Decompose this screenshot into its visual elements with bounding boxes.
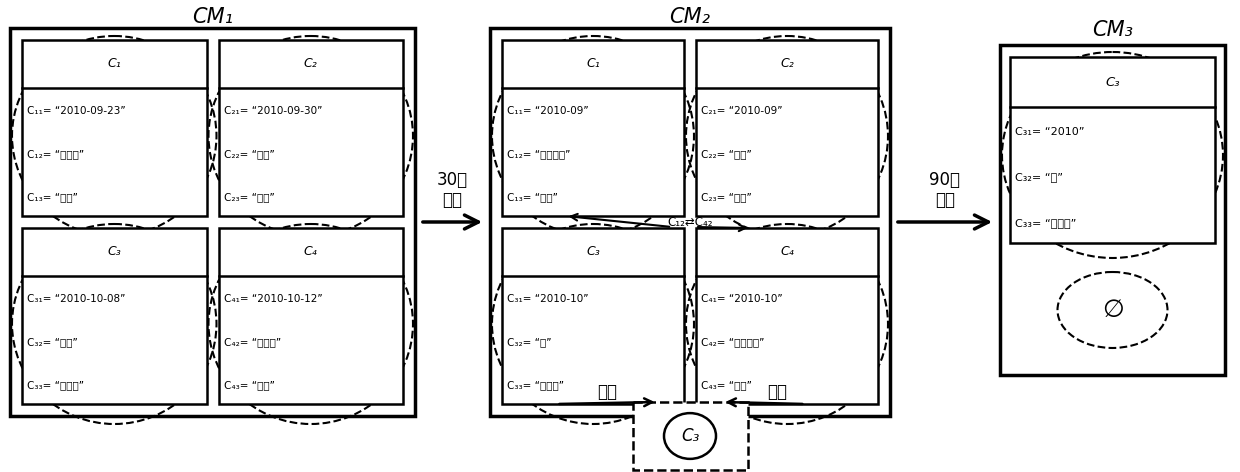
Bar — [632, 402, 748, 470]
Text: C₂₂= “公园”: C₂₂= “公园” — [223, 149, 274, 159]
Text: C₁: C₁ — [108, 57, 122, 70]
Ellipse shape — [1058, 272, 1168, 348]
Text: C₁₁= “2010-09”: C₁₁= “2010-09” — [507, 106, 589, 116]
Text: C₃: C₃ — [681, 427, 699, 445]
Text: C₁₃= “空闲”: C₁₃= “空闲” — [27, 192, 78, 202]
Bar — [22, 40, 207, 216]
Text: C₂₁= “2010-09-30”: C₂₁= “2010-09-30” — [223, 106, 322, 116]
Text: C₂: C₂ — [304, 57, 317, 70]
Text: C₃₁= “2010-10-08”: C₃₁= “2010-10-08” — [27, 294, 125, 304]
Text: C₄: C₄ — [304, 245, 317, 258]
Text: C₃₂= “家”: C₃₂= “家” — [1016, 172, 1063, 182]
Text: 90天
之后: 90天 之后 — [930, 170, 961, 210]
Text: C₂: C₂ — [780, 57, 794, 70]
Text: C₄₂= “公共场合”: C₄₂= “公共场合” — [701, 337, 764, 347]
Bar — [10, 28, 415, 416]
Text: C₃₃= “看电视”: C₃₃= “看电视” — [27, 380, 84, 390]
Text: C₃₃= “看电视”: C₃₃= “看电视” — [507, 380, 564, 390]
Text: 回忆: 回忆 — [598, 383, 618, 401]
Text: C₂₁= “2010-09”: C₂₁= “2010-09” — [701, 106, 782, 116]
Text: C₄₁= “2010-10”: C₄₁= “2010-10” — [701, 294, 782, 304]
Text: CM₁: CM₁ — [192, 7, 233, 27]
Text: C₃: C₃ — [587, 245, 600, 258]
Text: C₃: C₃ — [108, 245, 122, 258]
Text: C₁₁= “2010-09-23”: C₁₁= “2010-09-23” — [27, 106, 125, 116]
Bar — [218, 40, 403, 216]
Text: C₁: C₁ — [587, 57, 600, 70]
Text: C₄₃= “忙碌”: C₄₃= “忙碌” — [701, 380, 751, 390]
Text: C₃₃= “看电视”: C₃₃= “看电视” — [1016, 218, 1076, 228]
Bar — [696, 40, 878, 216]
Text: C₁₂= “公共场合”: C₁₂= “公共场合” — [507, 149, 570, 159]
Text: 30天
之后: 30天 之后 — [436, 170, 467, 210]
Text: C₂₂= “公园”: C₂₂= “公园” — [701, 149, 751, 159]
Bar — [490, 28, 890, 416]
Text: C₃₂= “家”: C₃₂= “家” — [507, 337, 552, 347]
Text: C₃: C₃ — [1105, 76, 1120, 89]
Text: C₂₃= “聊天”: C₂₃= “聊天” — [701, 192, 751, 202]
Text: C₃₂= “客厅”: C₃₂= “客厅” — [27, 337, 78, 347]
Bar — [22, 228, 207, 404]
Bar — [999, 45, 1225, 375]
Text: C₁₂⇄C₄₂: C₁₂⇄C₄₂ — [667, 216, 713, 228]
Ellipse shape — [663, 413, 715, 459]
Text: C₄₃= “看书”: C₄₃= “看书” — [223, 380, 274, 390]
Text: C₄: C₄ — [780, 245, 794, 258]
Text: C₁₃= “空闲”: C₁₃= “空闲” — [507, 192, 558, 202]
Bar — [218, 228, 403, 404]
Text: CM₂: CM₂ — [670, 7, 711, 27]
Text: C₃₁= “2010-10”: C₃₁= “2010-10” — [507, 294, 589, 304]
Text: C₄₂= “办公室”: C₄₂= “办公室” — [223, 337, 280, 347]
Bar — [696, 228, 878, 404]
Text: C₃₁= “2010”: C₃₁= “2010” — [1016, 127, 1085, 137]
Bar — [1011, 57, 1215, 243]
Text: C₄₁= “2010-10-12”: C₄₁= “2010-10-12” — [223, 294, 322, 304]
Text: C₁₂= “地铁站”: C₁₂= “地铁站” — [27, 149, 84, 159]
Text: C₂₃= “聊天”: C₂₃= “聊天” — [223, 192, 274, 202]
Text: CM₃: CM₃ — [1092, 20, 1133, 40]
Text: 强化: 强化 — [768, 383, 787, 401]
Bar — [502, 40, 684, 216]
Bar — [502, 228, 684, 404]
Text: $\varnothing$: $\varnothing$ — [1101, 298, 1123, 322]
